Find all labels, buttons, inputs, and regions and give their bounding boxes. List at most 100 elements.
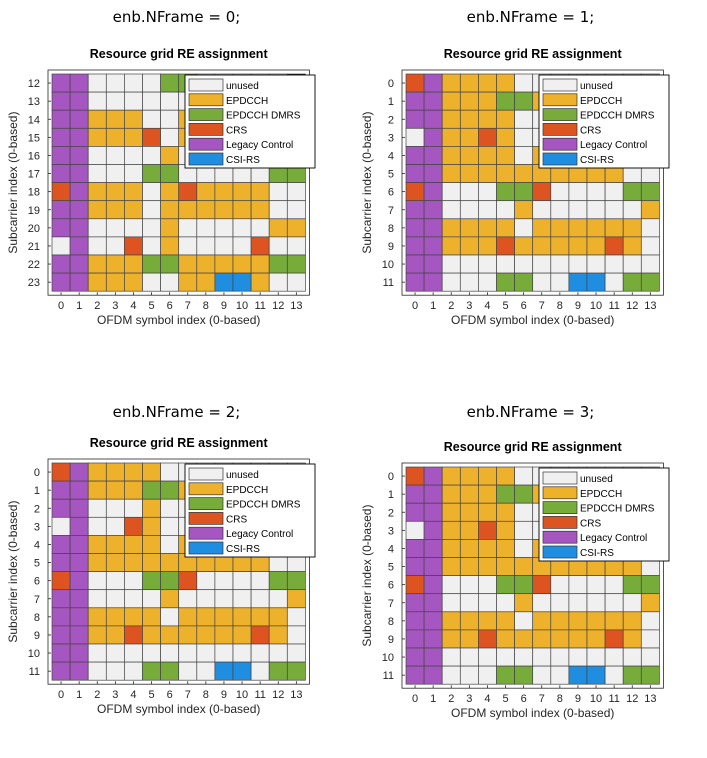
grid-cell: [160, 254, 180, 274]
grid-cell: [142, 625, 161, 645]
grid-cell: [622, 665, 642, 685]
grid-cell: [268, 200, 288, 220]
legend-entry: EPDCCH: [580, 489, 622, 500]
grid-cell: [550, 182, 570, 202]
grid-cell: [142, 535, 161, 554]
y-tick-label: 9: [34, 630, 40, 642]
x-tick-label: 9: [575, 693, 581, 705]
grid-cell: [423, 109, 443, 129]
grid-cell: [496, 665, 515, 685]
grid-cell: [405, 73, 425, 93]
grid-cell: [496, 539, 515, 558]
grid-cell: [286, 218, 306, 238]
grid-cell: [105, 498, 125, 518]
grid-cell: [550, 200, 570, 220]
grid-cell: [441, 164, 461, 183]
grid-cell: [532, 218, 552, 238]
grid-cell: [550, 629, 570, 649]
x-tick-label: 0: [58, 689, 64, 701]
grid-cell: [178, 571, 198, 591]
y-tick-label: 6: [34, 576, 40, 588]
grid-cell: [214, 625, 234, 645]
grid-cell: [441, 557, 461, 576]
grid-cell: [87, 498, 107, 518]
grid-cell: [51, 480, 71, 500]
grid-cell: [142, 109, 161, 129]
grid-cell: [232, 218, 252, 238]
grid-cell: [69, 109, 89, 129]
y-tick-label: 0: [34, 467, 40, 479]
x-tick-label: 7: [185, 689, 191, 701]
grid-cell: [622, 575, 642, 595]
grid-cell: [441, 109, 461, 129]
grid-cell: [142, 643, 161, 663]
grid-cell: [87, 200, 107, 220]
grid-cell: [232, 254, 252, 274]
grid-cell: [441, 502, 461, 522]
y-tick-label: 10: [28, 648, 40, 660]
grid-cell: [423, 466, 443, 486]
grid-cell: [250, 200, 270, 220]
grid-cell: [87, 73, 107, 93]
grid-cell: [87, 661, 107, 681]
grid-cell: [142, 73, 161, 93]
grid-cell: [604, 611, 624, 631]
y-tick-label: 4: [388, 150, 394, 162]
x-tick-label: 10: [590, 300, 602, 312]
grid-cell: [160, 643, 180, 663]
grid-cell: [459, 236, 479, 256]
grid-cell: [568, 200, 588, 220]
grid-cell: [405, 272, 425, 292]
grid-cell: [514, 218, 534, 238]
grid-cell: [105, 200, 125, 220]
grid-cell: [478, 91, 497, 111]
x-tick-label: 9: [221, 689, 227, 701]
legend-swatch: [188, 152, 224, 166]
grid-cell: [250, 625, 270, 645]
grid-cell: [405, 575, 425, 595]
grid-cell: [142, 661, 161, 681]
grid-cell: [196, 571, 216, 591]
grid-cell: [514, 502, 534, 522]
x-tick-label: 6: [167, 300, 173, 312]
grid-cell: [514, 272, 534, 292]
grid-cell: [51, 127, 71, 147]
grid-cell: [550, 254, 570, 274]
y-tick-label: 19: [28, 205, 40, 217]
grid-cell: [586, 629, 606, 649]
grid-cell: [459, 109, 479, 129]
grid-cell: [69, 236, 89, 256]
y-tick-label: 6: [388, 187, 394, 199]
grid-cell: [604, 200, 624, 220]
x-tick-label: 12: [272, 689, 284, 701]
panel-nframe-3: enb.NFrame = 3; Resource grid RE assignm…: [354, 379, 707, 758]
x-tick-label: 0: [412, 300, 418, 312]
grid-cell: [142, 127, 161, 147]
grid-cell: [124, 272, 143, 292]
grid-cell: [250, 254, 270, 274]
grid-cell: [405, 236, 425, 256]
grid-cell: [69, 661, 89, 681]
grid-cell: [586, 182, 606, 202]
grid-cell: [405, 520, 425, 540]
x-tick-label: 13: [290, 300, 302, 312]
grid-cell: [105, 553, 125, 572]
grid-cell: [160, 146, 180, 165]
grid-cell: [124, 127, 143, 147]
grid-cell: [514, 91, 534, 111]
grid-cell: [87, 480, 107, 500]
grid-cell: [586, 272, 606, 292]
grid-cell: [441, 272, 461, 292]
grid-cell: [268, 625, 288, 645]
grid-cell: [532, 182, 552, 202]
legend-swatch: [542, 78, 578, 92]
y-tick-label: 8: [388, 223, 394, 235]
grid-cell: [214, 643, 234, 663]
grid-cell: [105, 607, 125, 627]
grid-cell: [178, 643, 198, 663]
grid-cell: [268, 589, 288, 609]
grid-cell: [478, 272, 497, 292]
x-tick-label: 1: [76, 689, 82, 701]
x-tick-label: 13: [644, 693, 656, 705]
